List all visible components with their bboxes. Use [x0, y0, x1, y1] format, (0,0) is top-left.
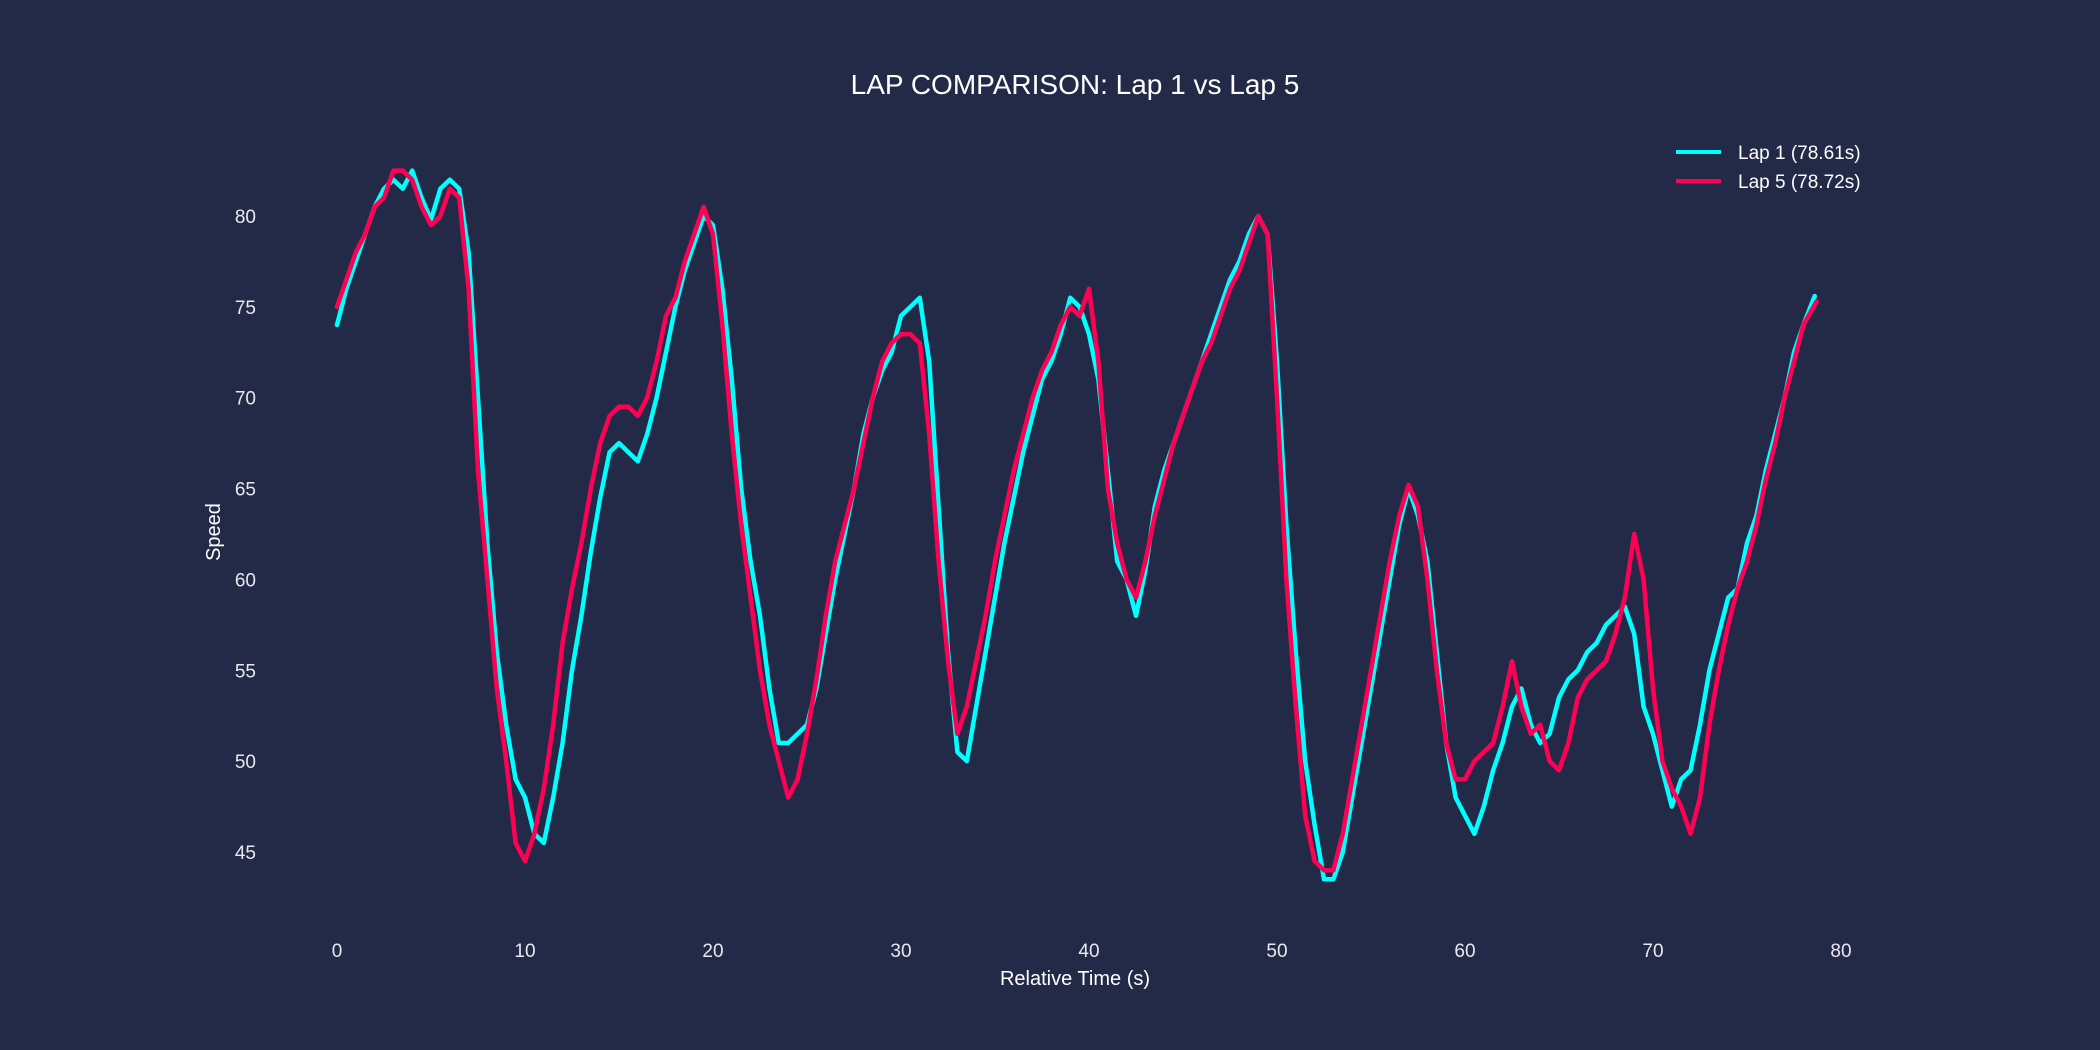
legend-label-lap-1: Lap 1 (78.61s) — [1738, 143, 1861, 164]
series-lines — [334, 168, 1819, 882]
x-tick-label: 50 — [1266, 941, 1287, 962]
y-tick-label: 70 — [235, 389, 256, 410]
chart-title: LAP COMPARISON: Lap 1 vs Lap 5 — [851, 69, 1300, 100]
y-tick-label: 60 — [235, 570, 256, 591]
x-tick-label: 30 — [890, 941, 911, 962]
y-tick-label: 50 — [235, 752, 256, 773]
series-line-lap-1 — [334, 168, 1817, 882]
y-tick-label: 80 — [235, 207, 256, 228]
x-axis-label: Relative Time (s) — [1000, 968, 1150, 990]
y-axis-label: Speed — [203, 503, 225, 561]
x-tick-label: 0 — [332, 941, 343, 962]
legend-label-lap-5: Lap 5 (78.72s) — [1738, 172, 1861, 193]
series-line-lap-5 — [334, 168, 1819, 873]
x-tick-label: 20 — [702, 941, 723, 962]
x-axis-ticks: 0 10 20 30 40 50 60 70 80 — [332, 941, 1852, 962]
legend: Lap 1 (78.61s) Lap 5 (78.72s) — [1676, 143, 1861, 193]
x-tick-label: 80 — [1830, 941, 1851, 962]
y-tick-label: 65 — [235, 480, 256, 501]
y-tick-label: 75 — [235, 298, 256, 319]
x-tick-label: 10 — [514, 941, 535, 962]
x-tick-label: 60 — [1454, 941, 1475, 962]
y-tick-label: 55 — [235, 661, 256, 682]
y-tick-label: 45 — [235, 843, 256, 864]
x-tick-label: 70 — [1642, 941, 1663, 962]
x-tick-label: 40 — [1078, 941, 1099, 962]
y-axis-ticks: 45 50 55 60 65 70 75 80 — [235, 207, 256, 864]
